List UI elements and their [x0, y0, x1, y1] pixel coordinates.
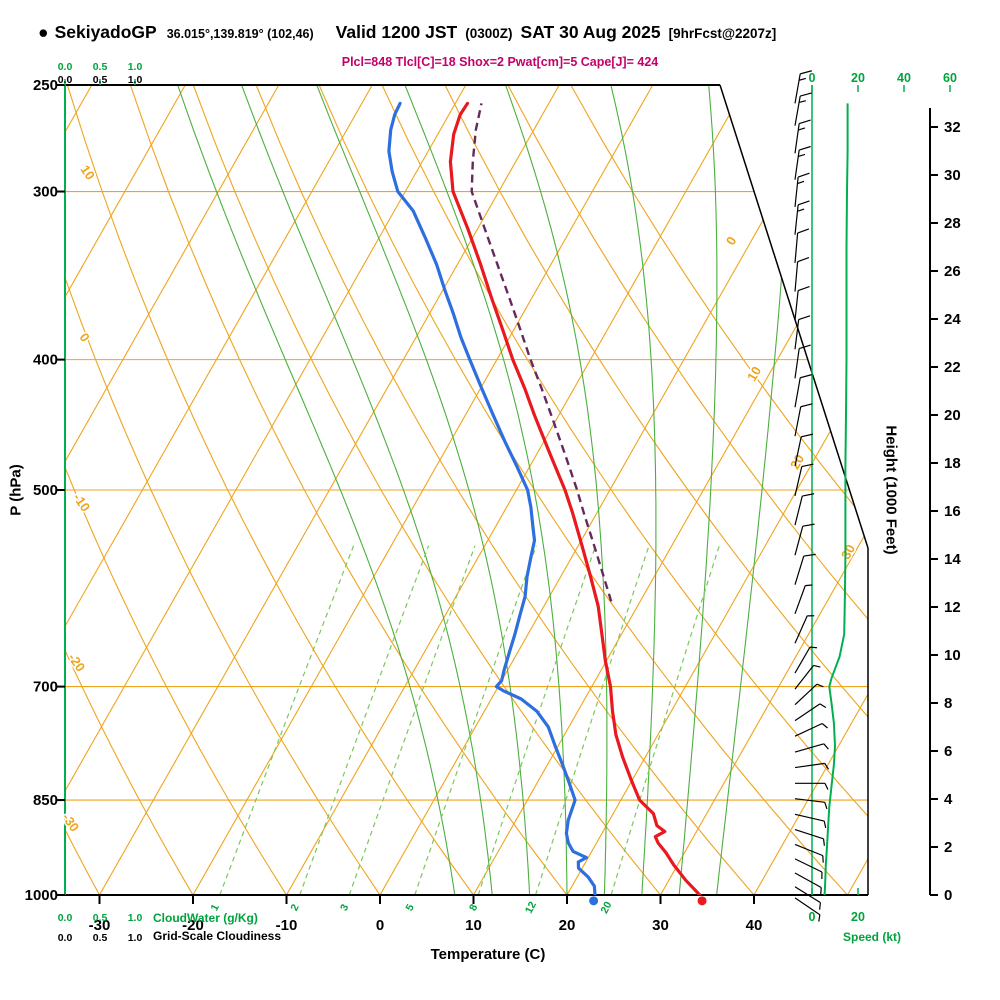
temperature-axis-title: Temperature (C): [430, 946, 546, 963]
station-name: SekiyadoGP: [54, 22, 157, 42]
svg-text:12: 12: [944, 599, 961, 616]
svg-text:0.5: 0.5: [93, 912, 108, 924]
svg-text:6: 6: [944, 743, 952, 760]
svg-text:-10: -10: [70, 490, 93, 514]
dewpoint-curve: [387, 101, 597, 895]
svg-text:40: 40: [746, 917, 763, 934]
title-bar: ● SekiyadoGP 36.015°,139.819° (102,46) V…: [38, 22, 988, 43]
svg-text:0: 0: [944, 887, 952, 904]
svg-text:1.0: 1.0: [128, 932, 143, 944]
pressure-axis-title: P (hPa): [7, 464, 25, 516]
speed-axis-title: Speed (kt): [842, 930, 901, 944]
svg-text:300: 300: [33, 184, 58, 201]
svg-text:3: 3: [338, 902, 351, 913]
sounding-parameters: Plcl=848 Tlcl[C]=18 Shox=2 Pwat[cm]=5 Ca…: [341, 55, 659, 69]
station-bullet-icon: ●: [38, 22, 49, 42]
cloudwater-axis-title: CloudWater (g/Kg): [153, 911, 258, 925]
svg-text:-10: -10: [276, 917, 298, 934]
svg-text:5: 5: [403, 902, 416, 913]
svg-text:8: 8: [944, 695, 952, 712]
svg-text:0.5: 0.5: [93, 74, 108, 86]
svg-text:0.0: 0.0: [58, 912, 73, 924]
svg-text:-30: -30: [59, 810, 82, 834]
sounding-curves: [387, 101, 704, 895]
grid-lines: [65, 85, 868, 895]
svg-text:30: 30: [652, 917, 669, 934]
station-coords: 36.015°,139.819° (102,46): [166, 27, 314, 41]
svg-text:500: 500: [33, 482, 58, 499]
svg-text:-30: -30: [89, 917, 111, 934]
svg-text:10: 10: [944, 647, 961, 664]
svg-text:10: 10: [744, 364, 764, 384]
height-axis-title: Height (1000 Feet): [882, 425, 900, 555]
svg-text:1: 1: [208, 902, 221, 913]
svg-text:0.0: 0.0: [58, 932, 73, 944]
svg-text:250: 250: [33, 77, 58, 94]
svg-text:26: 26: [944, 263, 961, 280]
svg-text:14: 14: [944, 551, 961, 568]
svg-text:40: 40: [897, 71, 911, 85]
wind-barbs: [794, 70, 830, 922]
cloudiness-axis-title: Grid-Scale Cloudiness: [153, 929, 282, 943]
svg-text:400: 400: [33, 352, 58, 369]
svg-text:4: 4: [944, 791, 953, 808]
svg-text:10: 10: [77, 162, 98, 182]
svg-text:850: 850: [33, 792, 58, 809]
surface-temperature-dot: [697, 896, 707, 906]
svg-text:20: 20: [598, 900, 614, 916]
svg-text:32: 32: [944, 119, 961, 136]
svg-text:1.0: 1.0: [128, 912, 143, 924]
temperature-curve: [448, 101, 704, 895]
svg-text:0: 0: [809, 71, 816, 85]
svg-text:0: 0: [723, 234, 740, 248]
svg-text:-20: -20: [182, 917, 204, 934]
svg-text:24: 24: [944, 311, 961, 328]
svg-text:22: 22: [944, 359, 961, 376]
svg-text:12: 12: [523, 900, 539, 916]
svg-text:1.0: 1.0: [128, 74, 143, 86]
svg-text:60: 60: [943, 71, 957, 85]
svg-text:700: 700: [33, 679, 58, 696]
svg-text:10: 10: [465, 917, 482, 934]
svg-text:20: 20: [559, 917, 576, 934]
svg-text:0: 0: [376, 917, 384, 934]
svg-text:20: 20: [944, 407, 961, 424]
svg-text:16: 16: [944, 503, 961, 520]
svg-text:20: 20: [851, 910, 865, 924]
svg-text:0.5: 0.5: [93, 61, 108, 73]
surface-dots: [589, 896, 707, 906]
svg-text:8: 8: [467, 902, 480, 913]
svg-text:18: 18: [944, 455, 961, 472]
valid-time: Valid 1200 JST: [335, 22, 458, 42]
svg-text:-20: -20: [65, 650, 88, 674]
svg-text:0.5: 0.5: [93, 932, 108, 944]
svg-text:1000: 1000: [25, 887, 58, 904]
svg-text:30: 30: [838, 542, 858, 562]
forecast-tag: [9hrFcst@2207z]: [668, 26, 777, 41]
surface-dewpoint-dot: [589, 896, 599, 906]
valid-date: SAT 30 Aug 2025: [520, 22, 661, 42]
svg-text:0.0: 0.0: [58, 74, 73, 86]
svg-text:0: 0: [76, 330, 92, 345]
valid-time-utc: (0300Z): [465, 26, 513, 41]
speed-profile-line: [823, 103, 849, 896]
svg-text:2: 2: [944, 839, 952, 856]
svg-text:0.0: 0.0: [58, 61, 73, 73]
svg-text:20: 20: [851, 71, 865, 85]
parcel-curve: [470, 103, 613, 602]
svg-text:1.0: 1.0: [128, 61, 143, 73]
svg-text:2: 2: [288, 902, 301, 913]
svg-text:28: 28: [944, 215, 961, 232]
svg-text:30: 30: [944, 167, 961, 184]
svg-text:0: 0: [809, 910, 816, 924]
